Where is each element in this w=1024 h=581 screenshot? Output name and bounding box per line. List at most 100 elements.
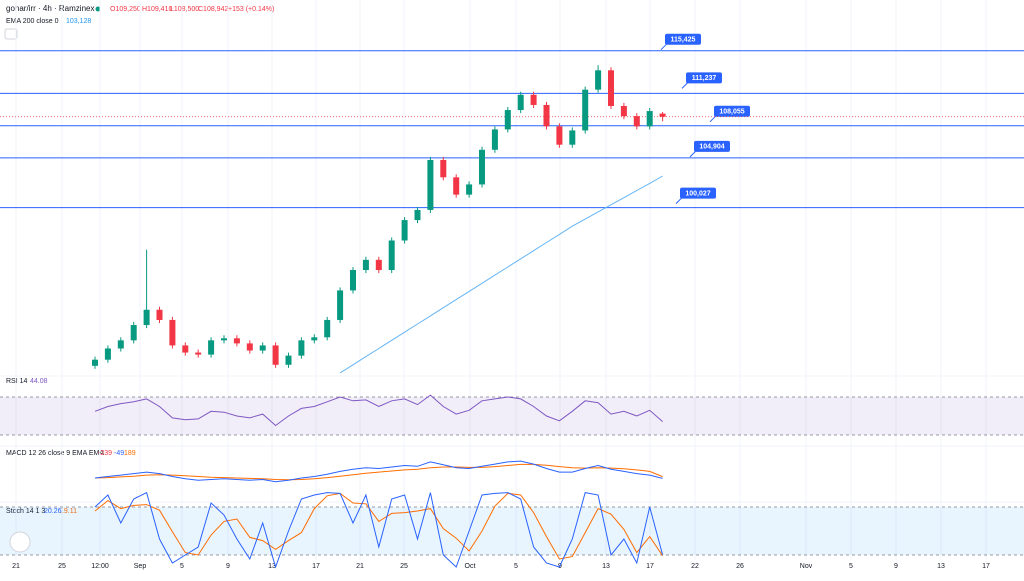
level-label-box xyxy=(686,72,722,84)
level-connector xyxy=(675,197,683,204)
candle-body xyxy=(324,319,331,338)
ema-line xyxy=(339,175,663,374)
stoch-d-line xyxy=(94,492,664,560)
candle-body xyxy=(530,94,537,105)
candle-body xyxy=(182,345,189,353)
x-tick-label: 13 xyxy=(602,563,610,570)
x-tick-label: 26 xyxy=(736,563,744,570)
candle-body xyxy=(337,290,344,320)
candle-body xyxy=(608,70,614,106)
macd-signal-value: 189 xyxy=(124,450,136,457)
level-label: 100,027 xyxy=(685,190,710,197)
candle-body xyxy=(104,348,111,360)
ohlc-low: L108,500 xyxy=(170,6,199,13)
rsi-label[interactable]: RSI 14 xyxy=(6,378,28,385)
candle-body xyxy=(117,340,124,349)
candle-body xyxy=(298,340,305,356)
candle-body xyxy=(311,337,318,341)
candle-body xyxy=(479,149,485,185)
x-tick-label: 13 xyxy=(268,563,276,570)
candle-body xyxy=(659,113,666,117)
candle-body xyxy=(620,105,627,117)
macd-label[interactable]: MACD 12 26 close 9 EMA EMA xyxy=(6,450,104,457)
candle-body xyxy=(208,340,215,355)
candle-body xyxy=(517,94,524,111)
candle-body xyxy=(233,338,240,344)
logo xyxy=(9,531,31,553)
candle-body xyxy=(259,345,266,351)
ema-value: 103,128 xyxy=(66,18,91,25)
macd-line xyxy=(94,460,663,483)
level-label: 104,904 xyxy=(699,144,724,151)
macd-signal-line xyxy=(94,463,663,481)
symbol[interactable]: gohar/irr · 4h · Ramzinex xyxy=(6,4,94,13)
stoch-band-fill xyxy=(0,507,1024,555)
candle-body xyxy=(427,159,434,210)
candle-body xyxy=(440,159,447,178)
level-label-box xyxy=(694,140,730,152)
x-tick-label: 22 xyxy=(691,563,699,570)
rsi-line xyxy=(94,394,663,427)
candle-body xyxy=(543,104,550,127)
x-tick-label: Nov xyxy=(800,563,813,570)
candle-body xyxy=(414,209,421,221)
macd-hist-value: -239 xyxy=(98,450,112,457)
stoch-k-value: 20.26 xyxy=(44,508,62,515)
level-label-box xyxy=(714,105,750,117)
level-label-box xyxy=(665,33,701,45)
status-dot xyxy=(95,6,101,12)
candle-body xyxy=(350,270,356,291)
candle-body xyxy=(285,355,292,365)
x-tick-label: Sep xyxy=(134,563,147,570)
collapse-button[interactable] xyxy=(4,28,18,40)
candle-body xyxy=(362,259,369,271)
candle-body xyxy=(221,338,227,341)
candle-body xyxy=(453,177,460,195)
x-tick-label: 17 xyxy=(982,563,990,570)
candle-body xyxy=(130,325,137,341)
x-tick-label: 21 xyxy=(12,563,20,570)
x-tick-label: 9 xyxy=(894,563,898,570)
level-label: 111,237 xyxy=(692,75,717,82)
rsi-value: 44.08 xyxy=(30,378,48,385)
candle-body xyxy=(466,184,473,195)
level-connector xyxy=(689,150,697,158)
x-tick-label: Oct xyxy=(465,563,476,570)
candle-body xyxy=(375,259,382,271)
ema-label[interactable]: EMA 200 close 0 xyxy=(6,18,59,25)
candle-body xyxy=(491,129,498,150)
candle-body xyxy=(582,89,589,131)
candle-body xyxy=(169,319,176,346)
candle-body xyxy=(246,343,253,351)
candle-body xyxy=(92,359,98,366)
level-label: 115,425 xyxy=(671,37,696,44)
candle-body xyxy=(401,220,408,241)
level-label: 108,055 xyxy=(719,109,744,116)
candle-body xyxy=(556,126,563,145)
candle-body xyxy=(646,111,653,127)
x-tick-label: 9 xyxy=(226,563,230,570)
candle-body xyxy=(633,116,640,127)
level-connector xyxy=(660,43,668,51)
x-tick-label: 13 xyxy=(937,563,945,570)
ohlc-open: O109,250 xyxy=(110,6,141,13)
ohlc-change: +153 (+0.14%) xyxy=(228,6,274,13)
x-tick-label: 25 xyxy=(58,563,66,570)
level-label-box xyxy=(680,187,716,199)
stoch-label[interactable]: Stoch 14 1 3 xyxy=(6,508,45,515)
candle-body xyxy=(143,309,150,326)
ohlc-close: C108,942 xyxy=(198,6,228,13)
x-tick-label: 12:00 xyxy=(91,563,109,570)
stoch-k-line xyxy=(94,491,664,569)
ohlc-high: H109,410 xyxy=(142,6,172,13)
x-tick-label: 5 xyxy=(514,563,518,570)
x-tick-label: 17 xyxy=(646,563,654,570)
candle-body xyxy=(272,345,279,365)
candle-body xyxy=(569,130,576,145)
candle-body xyxy=(388,240,395,271)
x-tick-label: 5 xyxy=(180,563,184,570)
x-tick-label: 25 xyxy=(400,563,408,570)
